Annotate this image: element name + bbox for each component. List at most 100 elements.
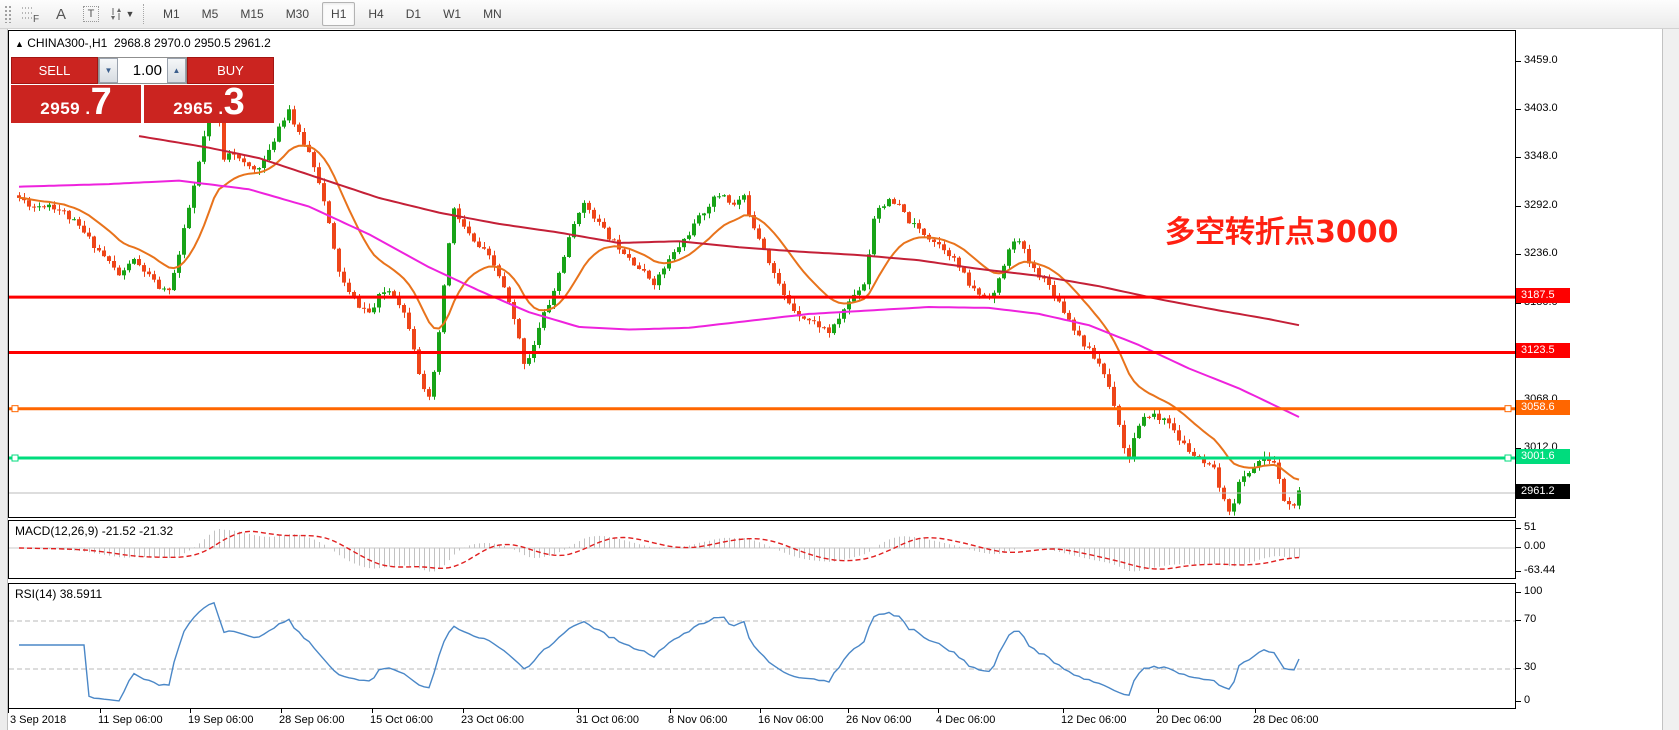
one-click-trading-panel: SELL ▼ 1.00 ▲ BUY 2959 .7 2965 .3: [11, 57, 274, 123]
rsi-tick-label: 70: [1524, 613, 1537, 625]
toolbar: F A T ▼ M1 M5 M15 M30 H1 H4 D1 W1 MN: [0, 0, 1679, 29]
time-tick-mark: [670, 709, 671, 713]
time-tick-label: 4 Dec 06:00: [936, 714, 996, 726]
volume-decrease-button[interactable]: ▼: [99, 58, 118, 83]
macd-canvas: [9, 529, 1515, 572]
ohlc-open: 2968.8: [113, 36, 151, 50]
symbol-period: CHINA300-,H1: [27, 36, 108, 50]
price-tick-label: 3459.0: [1524, 54, 1558, 66]
timeframe-button-mn[interactable]: MN: [483, 7, 502, 21]
rsi-canvas: [9, 601, 1515, 702]
rsi-indicator-pane[interactable]: RSI(14) 38.5911: [8, 583, 1516, 709]
time-tick-mark: [190, 709, 191, 713]
time-tick-mark: [372, 709, 373, 713]
chevron-down-icon: ▼: [125, 9, 135, 19]
sell-price-display[interactable]: 2959 .7: [11, 85, 141, 123]
time-tick-label: 28 Sep 06:00: [279, 714, 345, 726]
rsi-label: RSI(14) 38.5911: [15, 587, 103, 601]
current-price-label: 2961.2: [1516, 484, 1570, 499]
rsi-tick-mark: [1516, 620, 1521, 621]
timeframe-button-h4[interactable]: H4: [368, 7, 384, 21]
rsi-tick-label: 100: [1524, 585, 1543, 597]
macd-indicator-pane[interactable]: MACD(12,26,9) -21.52 -21.32: [8, 520, 1516, 579]
price-tick-label: 3403.0: [1524, 102, 1558, 114]
macd-tick-label: 0.00: [1524, 540, 1546, 552]
time-tick-mark: [578, 709, 579, 713]
volume-input[interactable]: 1.00: [132, 62, 162, 79]
time-tick-mark: [1158, 709, 1159, 713]
ohlc-low: 2950.5: [194, 36, 231, 50]
time-tick-label: 11 Sep 06:00: [98, 714, 163, 726]
buy-button[interactable]: BUY: [187, 57, 274, 84]
toolbar-separator: [143, 4, 145, 24]
time-tick-mark: [1255, 709, 1256, 713]
macd-tick-mark: [1516, 528, 1521, 529]
time-tick-label: 8 Nov 06:00: [668, 714, 728, 726]
arrange-objects-icon[interactable]: ▼: [107, 2, 135, 26]
text-label-icon[interactable]: A: [55, 5, 66, 23]
rsi-tick-mark: [1516, 592, 1521, 593]
time-tick-mark: [463, 709, 464, 713]
time-tick-mark: [1063, 709, 1064, 713]
time-tick-label: 15 Oct 06:00: [370, 714, 433, 726]
time-tick-label: 28 Dec 06:00: [1253, 714, 1319, 726]
line-price-label: 3187.5: [1516, 288, 1570, 303]
macd-tick-mark: [1516, 571, 1521, 572]
time-tick-label: 3 Sep 2018: [10, 714, 67, 726]
volume-increase-button[interactable]: ▲: [167, 58, 186, 83]
time-tick-mark: [281, 709, 282, 713]
time-tick-label: 19 Sep 06:00: [188, 714, 254, 726]
text-box-icon[interactable]: T: [77, 2, 105, 26]
ohlc-high: 2970.0: [154, 36, 191, 50]
price-axis[interactable]: 3459.03403.03348.03292.03236.03180.03124…: [1516, 29, 1679, 730]
sell-button[interactable]: SELL: [11, 57, 98, 84]
macd-tick-mark: [1516, 547, 1521, 548]
volume-spinner: ▼ 1.00 ▲: [98, 57, 187, 84]
price-tick-mark: [1516, 61, 1521, 62]
time-tick-label: 23 Oct 06:00: [461, 714, 524, 726]
time-tick-mark: [938, 709, 939, 713]
price-tick-mark: [1516, 206, 1521, 207]
timeframe-button-d1[interactable]: D1: [405, 7, 422, 21]
timeframe-buttons: M1 M5 M15 M30 H1 H4 D1 W1 MN: [152, 2, 513, 26]
buy-price-display[interactable]: 2965 .3: [144, 85, 274, 123]
chart-text-annotation[interactable]: 多空转折点3000: [1165, 215, 1399, 250]
styler-icon[interactable]: F: [17, 2, 45, 26]
price-tick-label: 3348.0: [1524, 150, 1558, 162]
macd-label: MACD(12,26,9) -21.52 -21.32: [15, 524, 174, 538]
price-tick-mark: [1516, 303, 1521, 304]
timeframe-button-m15[interactable]: M15: [240, 7, 264, 21]
time-axis[interactable]: 3 Sep 2018 11 Sep 06:00 19 Sep 06:00 28 Sep…: [8, 709, 1516, 730]
line-price-label: 3058.6: [1516, 400, 1570, 415]
left-gutter: [0, 29, 8, 730]
timeframe-button-m1[interactable]: M1: [163, 7, 180, 21]
rsi-tick-label: 30: [1524, 661, 1537, 673]
timeframe-button-m5[interactable]: M5: [201, 7, 219, 21]
toolbar-drag-handle[interactable]: [4, 5, 12, 23]
time-tick-label: 31 Oct 06:00: [576, 714, 639, 726]
ohlc-close: 2961.2: [234, 36, 271, 50]
price-tick-mark: [1516, 109, 1521, 110]
time-tick-label: 20 Dec 06:00: [1156, 714, 1222, 726]
price-tick-mark: [1516, 157, 1521, 158]
price-tick-mark: [1516, 254, 1521, 255]
price-tick-mark: [1516, 448, 1521, 449]
macd-tick-label: 51: [1524, 521, 1537, 533]
timeframe-button-w1[interactable]: W1: [443, 7, 462, 21]
window-right-edge: [1662, 29, 1679, 730]
price-tick-label: 3292.0: [1524, 199, 1558, 211]
macd-tick-label: -63.44: [1524, 564, 1556, 576]
price-chart-pane[interactable]: ▲ CHINA300-,H1 2968.8 2970.0 2950.5 2961…: [8, 30, 1516, 518]
time-tick-mark: [8, 709, 9, 713]
price-tick-label: 3236.0: [1524, 247, 1558, 259]
timeframe-button-h1[interactable]: H1: [322, 2, 356, 26]
time-tick-mark: [760, 709, 761, 713]
collapse-arrow-icon[interactable]: ▲: [15, 39, 24, 49]
price-chart-canvas: [9, 90, 1515, 516]
timeframe-button-m30[interactable]: M30: [285, 7, 310, 21]
rsi-tick-mark: [1516, 701, 1521, 702]
time-tick-mark: [100, 709, 101, 713]
time-tick-label: 16 Nov 06:00: [758, 714, 824, 726]
time-tick-label: 12 Dec 06:00: [1061, 714, 1127, 726]
